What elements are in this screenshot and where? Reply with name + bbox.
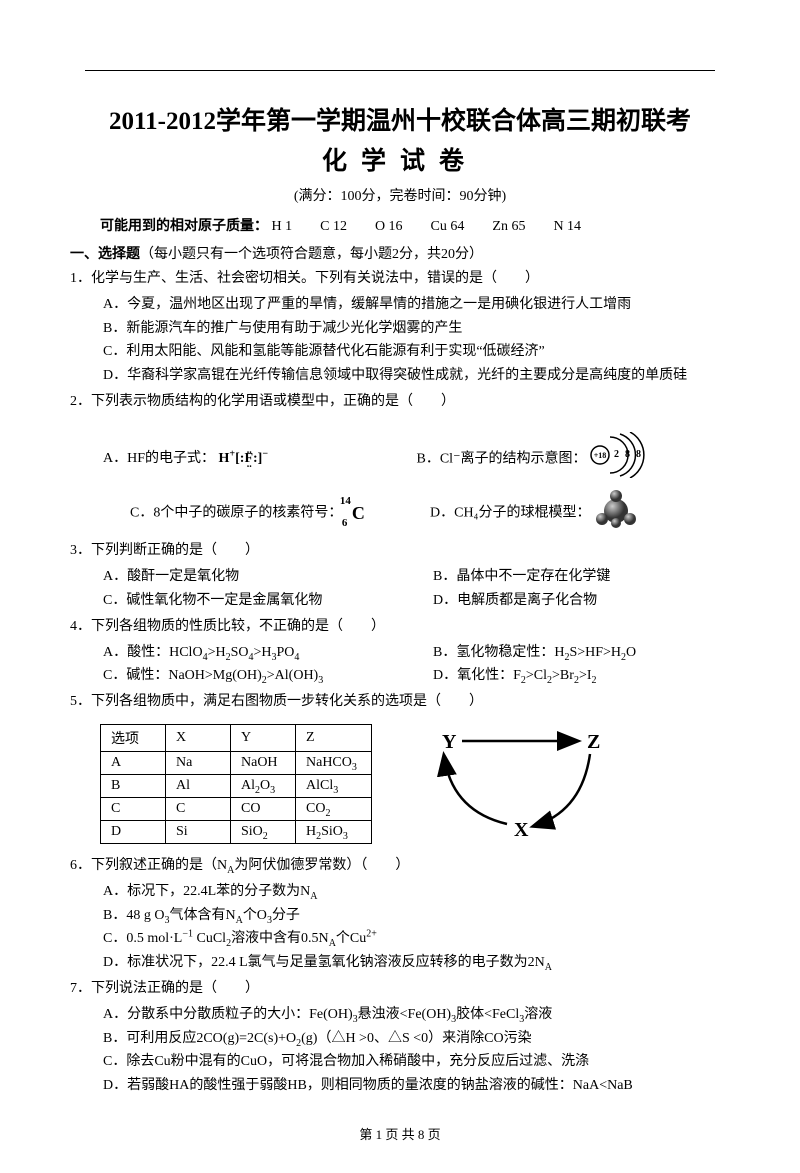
q6-stem: 6．下列叙述正确的是（NA为阿伏伽德罗常数）（ ） bbox=[70, 854, 730, 878]
q7-A: A．分散系中分散质粒子的大小：Fe(OH)3悬浊液<Fe(OH)3胶体<FeCl… bbox=[70, 1003, 730, 1027]
q3-row-CD: C．碱性氧化物不一定是金属氧化物 D．电解质都是离子化合物 bbox=[70, 589, 730, 613]
cell: NaOH bbox=[231, 751, 296, 774]
cell: B bbox=[101, 774, 166, 797]
q3-row-AB: A．酸酐一定是氧化物 B．晶体中不一定存在化学键 bbox=[70, 565, 730, 589]
th-option: 选项 bbox=[101, 724, 166, 751]
main-title: 2011-2012学年第一学期温州十校联合体高三期初联考 bbox=[70, 101, 730, 137]
table-row: BAlAl2O3AlCl3 bbox=[101, 774, 372, 797]
q2-B-wrap: B．Cl⁻离子的结构示意图： +18 2 8 8 bbox=[417, 432, 731, 487]
q1-B: B．新能源汽车的推广与使用有助于减少光化学烟雾的产生 bbox=[70, 317, 730, 341]
cell: A bbox=[101, 751, 166, 774]
table-row: CCCOCO2 bbox=[101, 797, 372, 820]
q2-A: A．HF的电子式： bbox=[103, 451, 215, 466]
q6-C: C．0.5 mol·L−1 CuCl2溶液中含有0.5NA个Cu2+ bbox=[70, 927, 730, 951]
cell: C bbox=[166, 797, 231, 820]
q2-A-wrap: A．HF的电子式： H+[:F:....]− bbox=[103, 447, 417, 471]
q3-C: C．碱性氧化物不一定是金属氧化物 bbox=[70, 589, 400, 613]
masses-label: 可能用到的相对原子质量： bbox=[100, 219, 268, 234]
subject-title: 化学试卷 bbox=[70, 141, 730, 177]
exam-meta: (满分：100分，完卷时间：90分钟) bbox=[70, 185, 730, 205]
q4-row-CD: C．碱性：NaOH>Mg(OH)2>Al(OH)3 D．氧化性：F2>Cl2>B… bbox=[70, 664, 730, 688]
q2-C-wrap: C．8个中子的碳原子的核素符号： 14 6 C bbox=[130, 498, 430, 529]
top-rule bbox=[85, 70, 715, 71]
q1-A: A．今夏，温州地区出现了严重的旱情，缓解旱情的措施之一是用碘化银进行人工增雨 bbox=[70, 293, 730, 317]
cell: H2SiO3 bbox=[296, 820, 372, 843]
cycle-diagram: Y Z X bbox=[422, 716, 622, 846]
q2-row-AB: A．HF的电子式： H+[:F:....]− B．Cl⁻离子的结构示意图： +1… bbox=[70, 432, 730, 487]
element-symbol: C bbox=[352, 503, 365, 523]
cell: CO bbox=[231, 797, 296, 820]
q2-B: B．Cl⁻离子的结构示意图： bbox=[417, 451, 587, 466]
cell: SiO2 bbox=[231, 820, 296, 843]
q1-D: D．华裔科学家高锟在光纤传输信息领域中取得突破性成就，光纤的主要成分是高纯度的单… bbox=[70, 364, 730, 388]
q5-table: 选项 X Y Z ANaNaOHNaHCO3 BAlAl2O3AlCl3 CCC… bbox=[100, 724, 372, 844]
q1-C: C．利用太阳能、风能和氢能等能源替代化石能源有利于实现“低碳经济” bbox=[70, 340, 730, 364]
section-1-label: 一、选择题 bbox=[70, 247, 140, 262]
q2-row-CD: C．8个中子的碳原子的核素符号： 14 6 C D．CH₄分子的球棍模型： bbox=[70, 489, 730, 538]
q4-D: D．氧化性：F2>Cl2>Br2>I2 bbox=[400, 664, 730, 688]
th-X: X bbox=[166, 724, 231, 751]
q4-C: C．碱性：NaOH>Mg(OH)2>Al(OH)3 bbox=[70, 664, 400, 688]
node-X: X bbox=[514, 819, 529, 841]
spacer bbox=[70, 416, 730, 430]
cell: Al2O3 bbox=[231, 774, 296, 797]
node-Z: Z bbox=[587, 731, 600, 753]
q4-row-AB: A．酸性：HClO4>H2SO4>H3PO4 B．氢化物稳定性：H2S>HF>H… bbox=[70, 641, 730, 665]
cell: Na bbox=[166, 751, 231, 774]
q4-stem: 4．下列各组物质的性质比较，不正确的是（ ） bbox=[70, 615, 730, 639]
q7-C: C．除去Cu粉中混有的CuO，可将混合物加入稀硝酸中，充分反应后过滤、洗涤 bbox=[70, 1050, 730, 1074]
cell: D bbox=[101, 820, 166, 843]
q2-C: C．8个中子的碳原子的核素符号： bbox=[130, 505, 342, 520]
cell: CO2 bbox=[296, 797, 372, 820]
q6-B: B．48 g O3气体含有NA个O3分子 bbox=[70, 904, 730, 928]
q3-D: D．电解质都是离子化合物 bbox=[400, 589, 730, 613]
q6-D: D．标准状况下，22.4 L氯气与足量氢氧化钠溶液反应转移的电子数为2NA bbox=[70, 951, 730, 975]
node-Y: Y bbox=[442, 731, 457, 753]
table-row: DSiSiO2H2SiO3 bbox=[101, 820, 372, 843]
ch4-model-icon bbox=[594, 489, 638, 538]
cell: Si bbox=[166, 820, 231, 843]
cl-ion-diagram: +18 2 8 8 bbox=[590, 432, 658, 487]
table-row: 选项 X Y Z bbox=[101, 724, 372, 751]
q2-D: D．CH₄分子的球棍模型： bbox=[430, 505, 590, 520]
q7-D: D．若弱酸HA的酸性强于弱酸HB，则相同物质的量浓度的钠盐溶液的碱性：NaA<N… bbox=[70, 1074, 730, 1098]
masses-items: H 1 C 12 O 16 Cu 64 Zn 65 N 14 bbox=[272, 219, 582, 234]
th-Z: Z bbox=[296, 724, 372, 751]
q7-B: B．可利用反应2CO(g)=2C(s)+O2(g)（△H >0、△S <0）来消… bbox=[70, 1027, 730, 1051]
q1-stem: 1．化学与生产、生活、社会密切相关。下列有关说法中，错误的是（ ） bbox=[70, 267, 730, 291]
th-Y: Y bbox=[231, 724, 296, 751]
section-1-note: （每小题只有一个选项符合题意，每小题2分，共20分） bbox=[140, 247, 483, 262]
q5-stem: 5．下列各组物质中，满足右图物质一步转化关系的选项是（ ） bbox=[70, 690, 730, 714]
q4-A: A．酸性：HClO4>H2SO4>H3PO4 bbox=[70, 641, 400, 665]
cell: Al bbox=[166, 774, 231, 797]
q3-stem: 3．下列判断正确的是（ ） bbox=[70, 539, 730, 563]
page-footer: 第 1 页 共 8 页 bbox=[70, 1124, 730, 1143]
svg-text:+18: +18 bbox=[594, 451, 607, 460]
q3-B: B．晶体中不一定存在化学键 bbox=[400, 565, 730, 589]
section-1-head: 一、选择题（每小题只有一个选项符合题意，每小题2分，共20分） bbox=[70, 243, 730, 263]
cell: NaHCO3 bbox=[296, 751, 372, 774]
q3-A: A．酸酐一定是氧化物 bbox=[70, 565, 400, 589]
atomic-number: 6 bbox=[342, 514, 348, 533]
q6-A: A．标况下，22.4L苯的分子数为NA bbox=[70, 880, 730, 904]
exam-page: 2011-2012学年第一学期温州十校联合体高三期初联考 化学试卷 (满分：10… bbox=[0, 0, 800, 1173]
hf-electron-formula: H+[:F:....]− bbox=[219, 447, 269, 471]
cell: AlCl3 bbox=[296, 774, 372, 797]
svg-text:8: 8 bbox=[625, 449, 630, 460]
q2-D-wrap: D．CH₄分子的球棍模型： bbox=[430, 489, 730, 538]
atomic-masses: 可能用到的相对原子质量： H 1 C 12 O 16 Cu 64 Zn 65 N… bbox=[70, 215, 730, 235]
q5-content: 选项 X Y Z ANaNaOHNaHCO3 BAlAl2O3AlCl3 CCC… bbox=[70, 716, 730, 846]
mass-number: 14 bbox=[340, 492, 351, 511]
svg-text:8: 8 bbox=[636, 449, 641, 460]
carbon-nuclide: 14 6 C bbox=[352, 498, 365, 529]
q4-B: B．氢化物稳定性：H2S>HF>H2O bbox=[400, 641, 730, 665]
q7-stem: 7．下列说法正确的是（ ） bbox=[70, 977, 730, 1001]
svg-text:2: 2 bbox=[614, 449, 619, 460]
cell: C bbox=[101, 797, 166, 820]
q2-stem: 2．下列表示物质结构的化学用语或模型中，正确的是（ ） bbox=[70, 390, 730, 414]
table-row: ANaNaOHNaHCO3 bbox=[101, 751, 372, 774]
